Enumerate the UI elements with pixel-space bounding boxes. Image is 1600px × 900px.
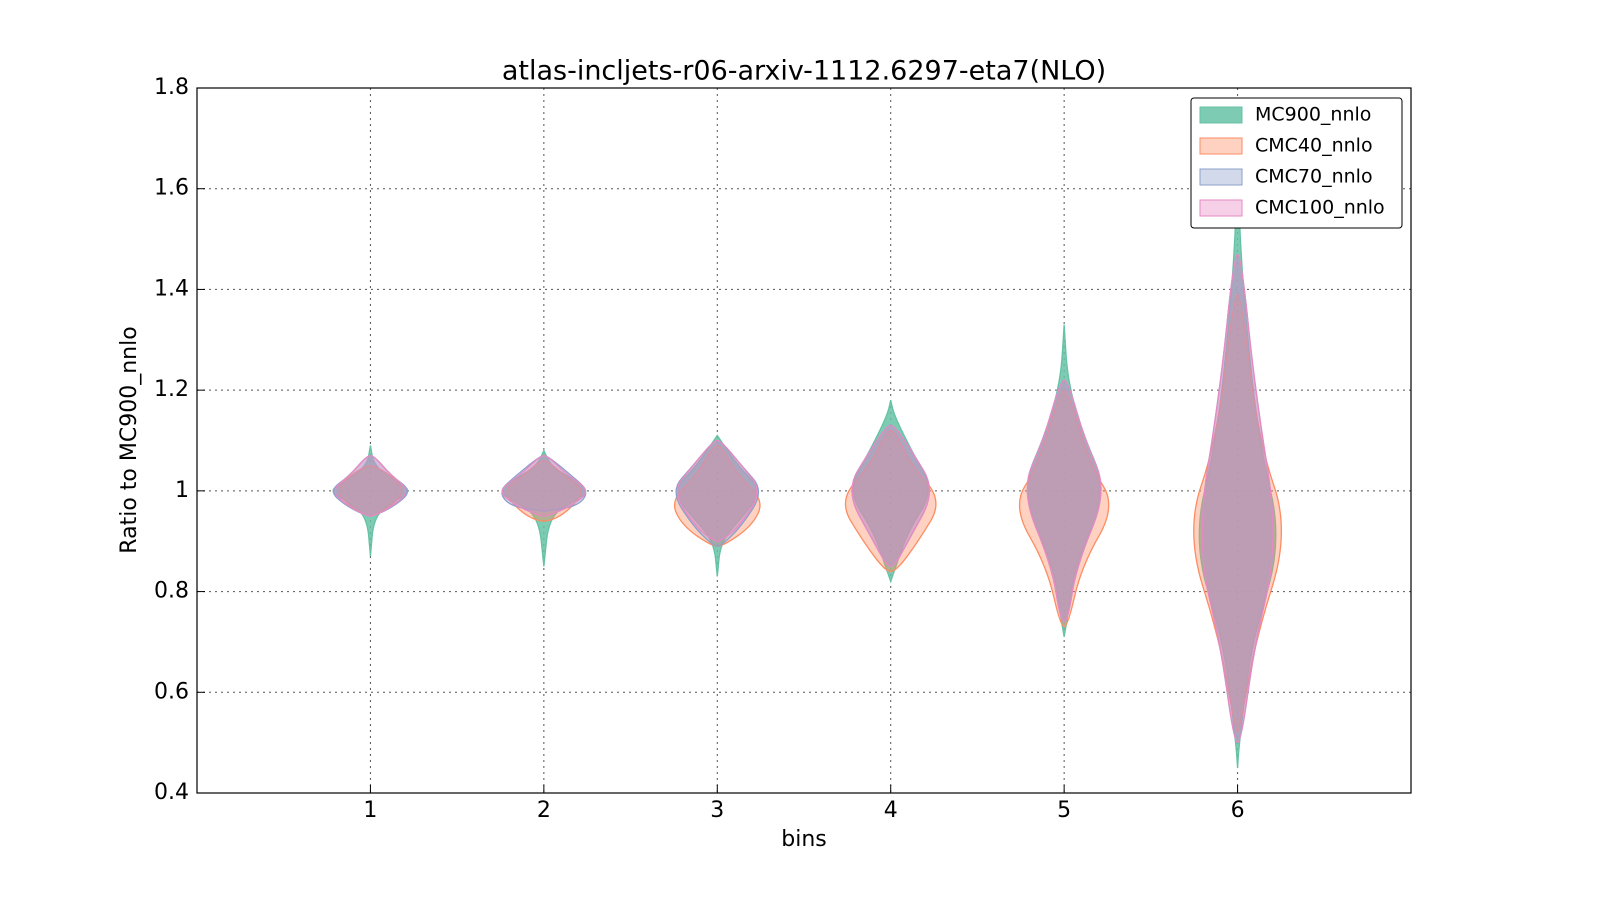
violin bbox=[676, 439, 758, 542]
legend-label: CMC100_nnlo bbox=[1255, 197, 1385, 219]
violin bbox=[676, 434, 758, 577]
y-tick-label: 1.6 bbox=[154, 176, 189, 201]
legend-swatch bbox=[1199, 199, 1243, 217]
violin bbox=[852, 400, 929, 584]
legend-label: MC900_nnlo bbox=[1255, 104, 1371, 126]
violin bbox=[1027, 324, 1101, 638]
violin bbox=[332, 445, 409, 557]
violin bbox=[338, 465, 403, 517]
x-tick-label: 1 bbox=[363, 798, 377, 823]
violin bbox=[1201, 253, 1274, 744]
y-tick-label: 1.8 bbox=[154, 75, 189, 100]
x-tick-label: 6 bbox=[1231, 798, 1245, 823]
x-tick-label: 4 bbox=[884, 798, 898, 823]
violin bbox=[844, 429, 937, 573]
violin bbox=[851, 424, 930, 568]
violin bbox=[1026, 379, 1102, 623]
y-tick-label: 0.4 bbox=[154, 780, 189, 805]
legend-swatch bbox=[1199, 137, 1243, 155]
y-axis-label: Ratio to MC900_nnlo bbox=[117, 326, 142, 553]
plot-frame bbox=[196, 87, 1412, 794]
violin bbox=[1018, 389, 1110, 628]
x-tick-label: 3 bbox=[710, 798, 724, 823]
x-tick-label: 5 bbox=[1057, 798, 1071, 823]
y-tick-label: 0.8 bbox=[154, 579, 189, 604]
legend-label: CMC70_nnlo bbox=[1255, 166, 1373, 188]
violin bbox=[501, 449, 587, 567]
chart-title: atlas-incljets-r06-arxiv-1112.6297-eta7(… bbox=[502, 56, 1106, 87]
violin bbox=[674, 444, 761, 547]
legend-swatch bbox=[1199, 168, 1243, 186]
violin bbox=[501, 454, 587, 517]
legend-label: CMC40_nnlo bbox=[1255, 135, 1373, 157]
violin bbox=[334, 454, 407, 517]
y-tick-label: 1.4 bbox=[154, 276, 189, 301]
y-tick-label: 1 bbox=[175, 478, 189, 503]
y-tick-label: 0.6 bbox=[154, 679, 189, 704]
x-tick-label: 2 bbox=[537, 798, 551, 823]
legend: MC900_nnlo CMC40_nnlo CMC70_nnlo CMC100_nnl… bbox=[1190, 97, 1403, 229]
legend-swatch bbox=[1199, 106, 1243, 124]
y-tick-label: 1.2 bbox=[154, 377, 189, 402]
x-axis-label: bins bbox=[781, 827, 826, 852]
legend-box bbox=[1190, 97, 1403, 229]
